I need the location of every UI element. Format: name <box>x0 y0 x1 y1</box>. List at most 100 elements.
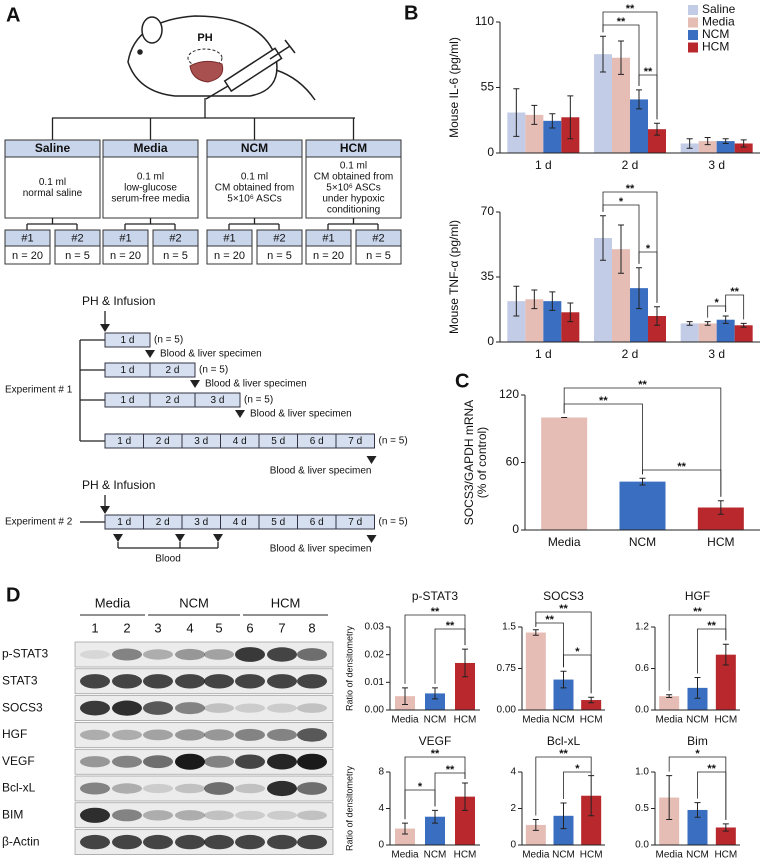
y-tick-label: 0.0 <box>635 705 649 716</box>
bar <box>541 417 588 530</box>
subgroup-id: #1 <box>223 232 235 244</box>
legend-label: Media <box>702 15 735 29</box>
day-box <box>149 362 196 378</box>
error-bar <box>560 802 567 830</box>
x-tick-label: NCM <box>552 715 575 726</box>
blot-band <box>175 753 205 770</box>
significance-bracket <box>697 771 727 820</box>
day-label: 3 d <box>211 395 225 406</box>
significance-label: ** <box>431 606 440 618</box>
bar <box>630 99 648 153</box>
row-n: (n = 5) <box>199 365 228 376</box>
x-tick-label: Media <box>548 535 581 549</box>
subgroup-id: #1 <box>119 232 131 244</box>
day-label: 3 d <box>194 436 208 447</box>
y-tick-label: 0.6 <box>635 663 649 674</box>
x-tick-label: Media <box>391 850 419 859</box>
protein-label: BIM <box>2 807 23 821</box>
bar <box>594 54 612 154</box>
bar <box>687 809 708 845</box>
y-tick-label: 110 <box>475 14 494 28</box>
x-tick-label: HCM <box>580 715 603 726</box>
y-tick-label: 0.03 <box>365 622 385 633</box>
row-n: (n = 5) <box>154 335 183 346</box>
significance-bracket <box>563 654 592 694</box>
infusion-label: PH & Infusion <box>82 294 155 308</box>
error-bar <box>588 696 595 704</box>
x-tick-label: Media <box>656 715 684 726</box>
y-tick-label: 0 <box>487 334 494 348</box>
significance-bracket <box>602 191 658 303</box>
blot-band <box>235 728 265 741</box>
bar <box>455 796 475 845</box>
blot-band <box>267 810 297 820</box>
group-description: conditioning <box>327 205 380 216</box>
error-bar <box>432 809 438 824</box>
x-tick-label: 2 d <box>622 347 639 361</box>
error-bar <box>636 89 642 110</box>
chart-title: Bcl-xL <box>547 734 581 748</box>
bar <box>525 299 544 342</box>
day-box <box>335 514 375 530</box>
legend-swatch <box>688 42 698 53</box>
y-tick-label: 70 <box>481 204 495 218</box>
protein-label: STAT3 <box>2 673 38 687</box>
group-description: 5×10⁶ ASCs <box>227 194 281 205</box>
significance-label: ** <box>730 286 739 298</box>
day-box <box>335 433 375 449</box>
error-bar <box>549 113 556 129</box>
y-tick-label: 0 <box>510 840 516 851</box>
error-bar <box>618 224 624 274</box>
y-tick-label: 1.2 <box>635 622 649 633</box>
bar <box>659 696 680 710</box>
subgroup-header <box>355 229 402 247</box>
error-bar <box>694 802 701 818</box>
subgroup-n: n = 5 <box>163 250 188 262</box>
lane-label: 3 <box>154 620 161 635</box>
y-tick-label: 55 <box>481 80 495 94</box>
bar <box>543 301 562 342</box>
arrowhead <box>366 535 377 543</box>
bar <box>734 325 753 342</box>
x-tick-label: NCM <box>686 715 709 726</box>
panel-label: C <box>455 370 469 392</box>
lane-label: 8 <box>308 620 315 635</box>
bar <box>543 120 562 153</box>
error-bar <box>549 291 556 311</box>
sampling-label: Blood & liver specimen <box>270 544 372 555</box>
sampling-label: Blood & liver specimen <box>250 409 352 420</box>
bar <box>698 141 717 153</box>
day-label: 1 d <box>117 517 131 528</box>
error-bar <box>722 138 729 144</box>
significance-bracket <box>563 771 592 800</box>
day-label: 7 d <box>348 436 362 447</box>
error-bar <box>654 122 660 136</box>
significance-bracket <box>602 204 640 264</box>
blot-band <box>143 729 173 741</box>
error-bar <box>639 477 646 486</box>
group-description: serum-free media <box>111 194 190 205</box>
x-tick-label: HCM <box>580 850 603 859</box>
legend-swatch <box>688 17 698 28</box>
legend-swatch <box>688 30 698 40</box>
blot-band <box>235 754 265 769</box>
blot-band <box>235 783 265 794</box>
day-label: 1 d <box>117 436 131 447</box>
mouse-label: PH <box>197 32 212 44</box>
experiment-label: Experiment # 1 <box>5 385 73 396</box>
blot-band <box>297 753 327 770</box>
blot-band <box>112 674 142 689</box>
protein-label: Bcl-xL <box>2 781 36 795</box>
group-description: CM obtained from <box>314 172 393 183</box>
blot-band <box>175 810 205 821</box>
x-tick-label: 1 d <box>535 158 552 172</box>
significance-bracket <box>668 614 727 691</box>
significance-label: * <box>575 763 580 775</box>
error-bar <box>567 302 574 323</box>
subgroup-id: #2 <box>273 232 285 244</box>
panel-label: B <box>404 2 418 24</box>
day-label: 1 d <box>121 365 135 376</box>
blot-band <box>204 810 234 821</box>
blot-band <box>80 650 110 659</box>
bar <box>455 662 475 710</box>
